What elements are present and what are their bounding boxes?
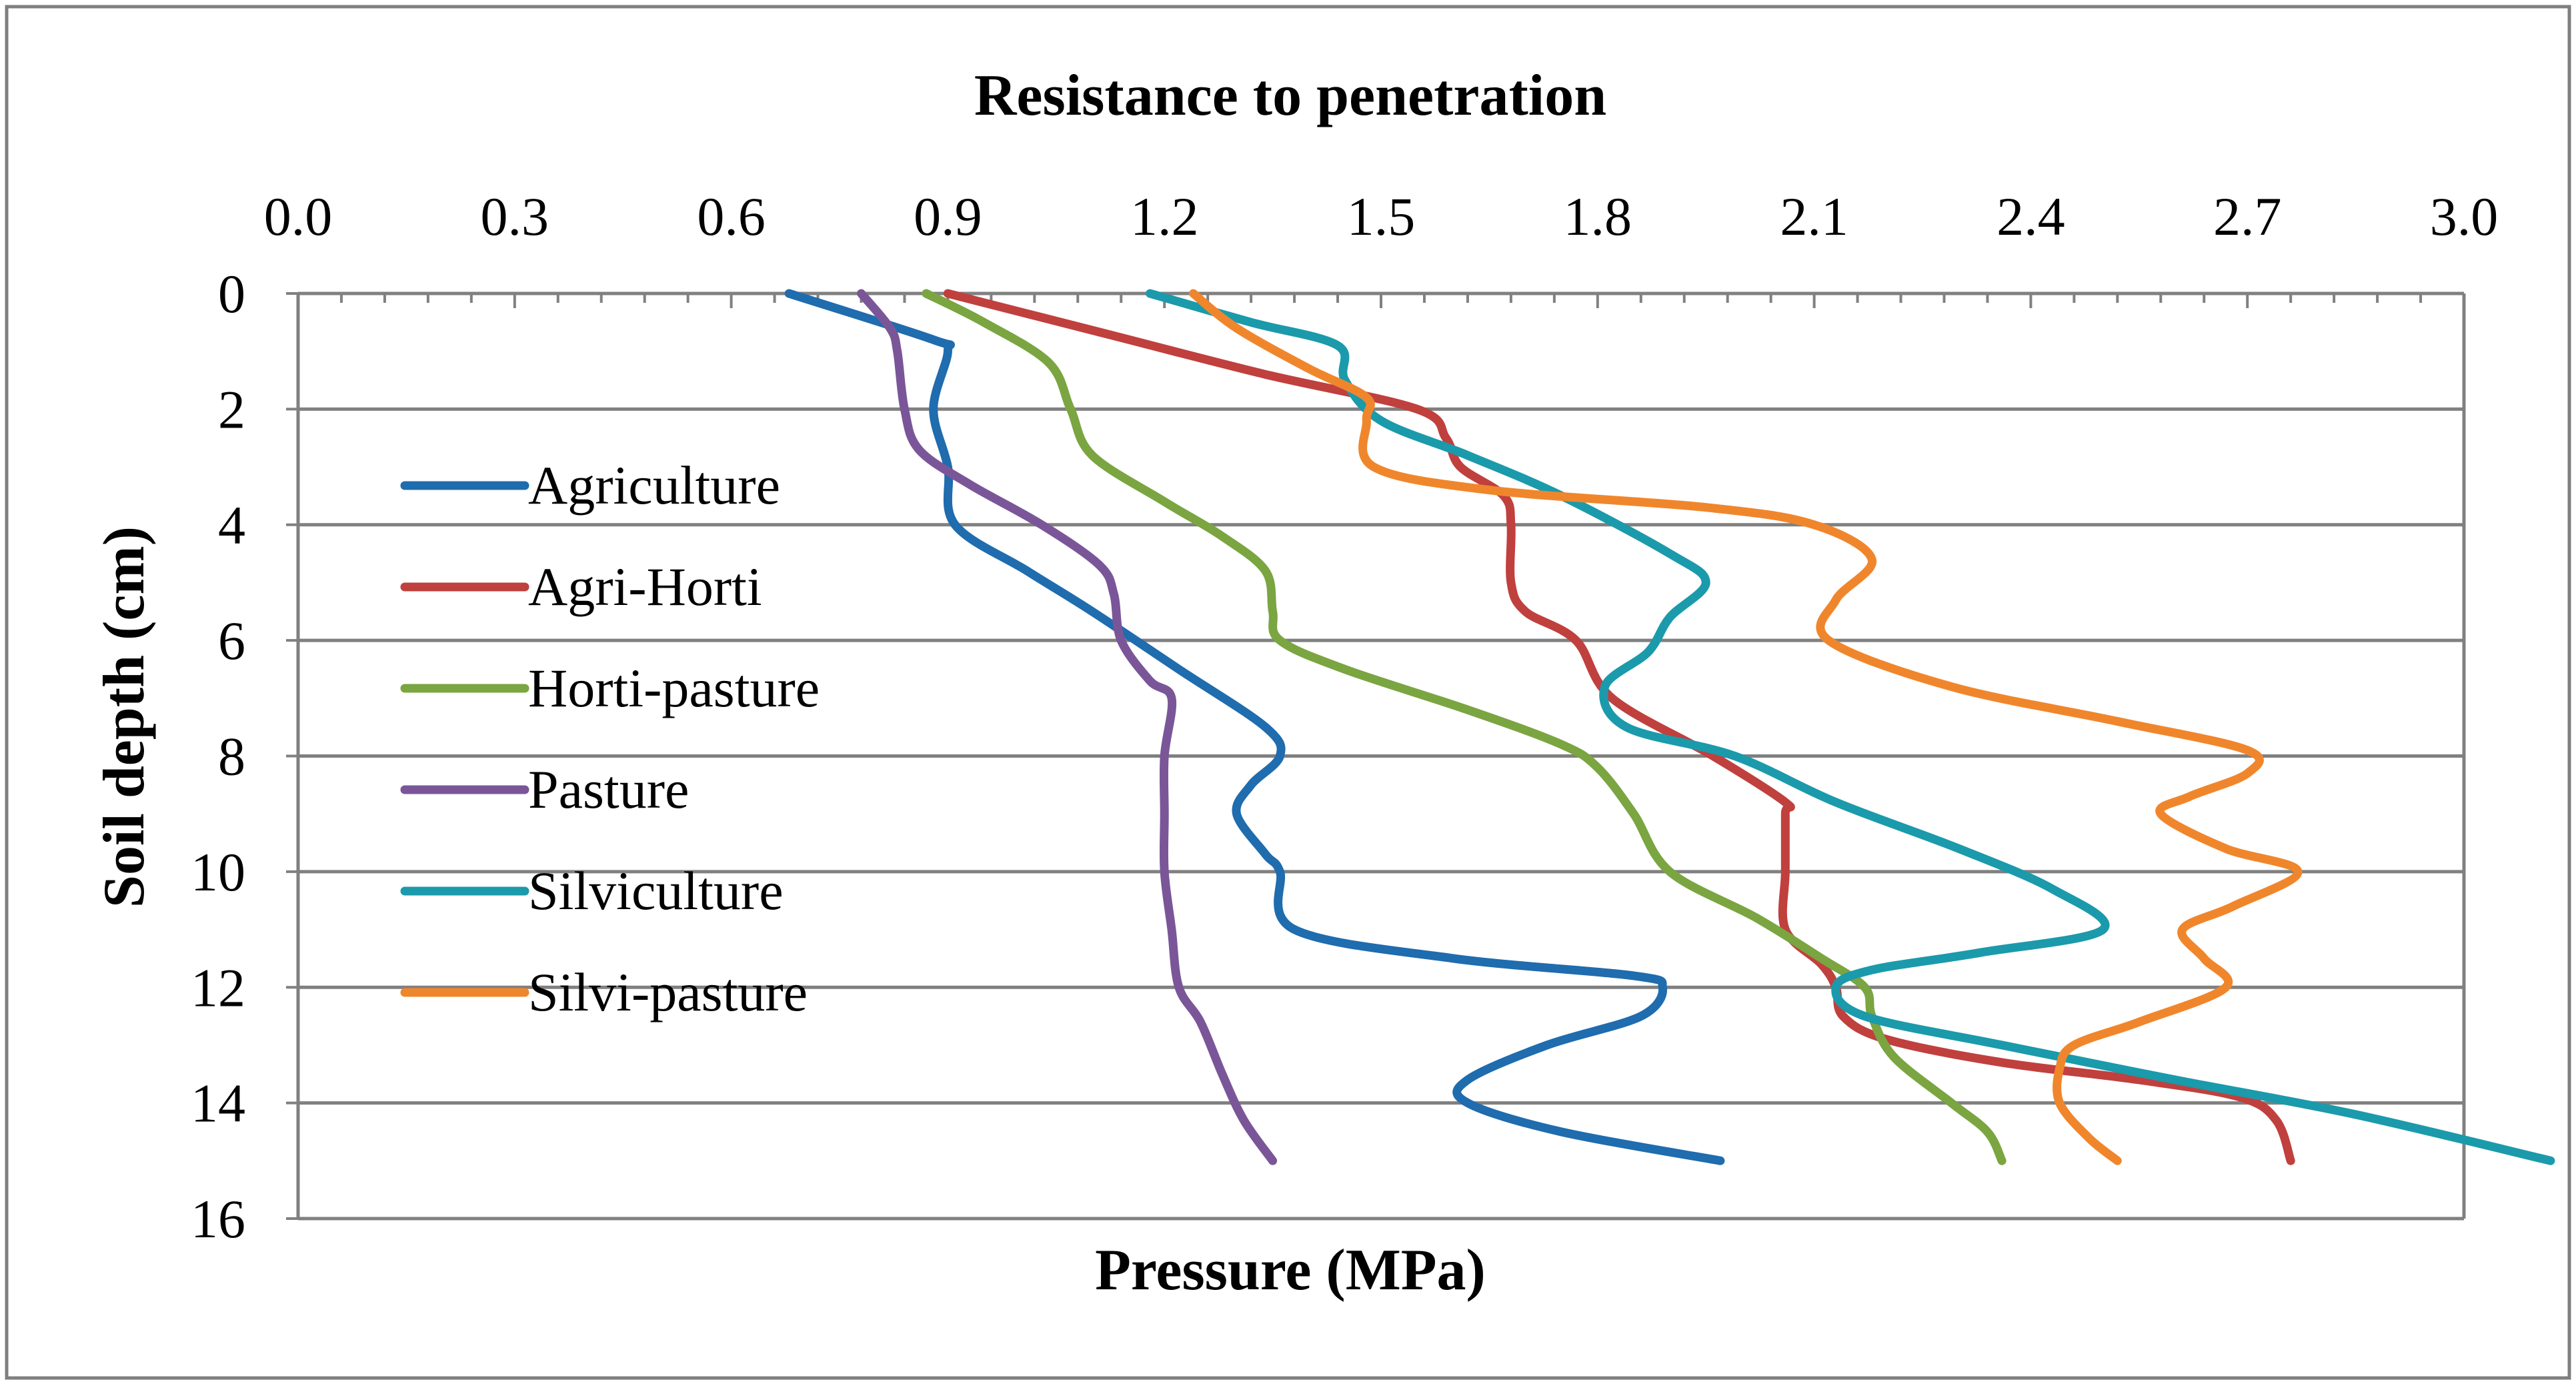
y-tick-label: 12	[191, 957, 245, 1018]
x-tick-label: 1.2	[1130, 186, 1199, 247]
y-tick-label: 2	[218, 379, 245, 440]
legend: Agriculture Agri-Horti Horti-pasture Pastur…	[400, 455, 820, 1022]
x-tick-label: 2.7	[2213, 186, 2282, 247]
chart-title: Resistance to penetration	[974, 63, 1606, 128]
x-tick-label: 3.0	[2430, 186, 2499, 247]
series-line-silvi-pasture	[1189, 289, 2303, 1165]
axes: 0.0 0.3 0.6 0.9 1.2 1.5 1.8 2.1 2.4 2.7 3.0 0 2 4 6 8 10…	[191, 186, 2498, 1249]
y-tick-label: 0	[218, 263, 245, 324]
series-line-horti-pasture	[922, 289, 2007, 1165]
x-tick-label: 2.4	[1997, 186, 2065, 247]
y-tick-label: 4	[218, 495, 245, 556]
legend-label-pasture: Pasture	[528, 759, 689, 820]
y-tick-label: 14	[191, 1073, 245, 1134]
x-tick-label: 0.0	[264, 186, 333, 247]
grid-lines	[298, 407, 2464, 1221]
legend-label-horti-pasture: Horti-pasture	[528, 658, 820, 718]
x-axis-label: Pressure (MPa)	[1095, 1238, 1486, 1303]
series-line-silviculture	[1146, 289, 2555, 1165]
x-tick-label: 1.8	[1564, 186, 1632, 247]
legend-label-silviculture: Silviculture	[528, 860, 784, 921]
x-tick-label: 2.1	[1780, 186, 1848, 247]
series-line-pasture	[857, 289, 1278, 1165]
x-tick-label: 0.9	[914, 186, 982, 247]
y-axis-label: Soil depth (cm)	[92, 526, 157, 908]
y-tick-label: 16	[191, 1189, 245, 1249]
legend-label-silvi-pasture: Silvi-pasture	[528, 962, 808, 1022]
series-lines	[784, 289, 2555, 1165]
legend-label-agri-horti: Agri-Horti	[528, 556, 762, 617]
x-tick-label: 0.3	[481, 186, 549, 247]
y-tick-label: 8	[218, 726, 245, 787]
y-tick-label: 10	[191, 842, 245, 902]
x-tick-label: 0.6	[697, 186, 766, 247]
y-tick-label: 6	[218, 610, 245, 671]
legend-label-agriculture: Agriculture	[528, 455, 780, 516]
chart-frame	[5, 5, 2571, 1380]
x-tick-label: 1.5	[1347, 186, 1416, 247]
series-line-agri-horti	[943, 289, 2295, 1165]
